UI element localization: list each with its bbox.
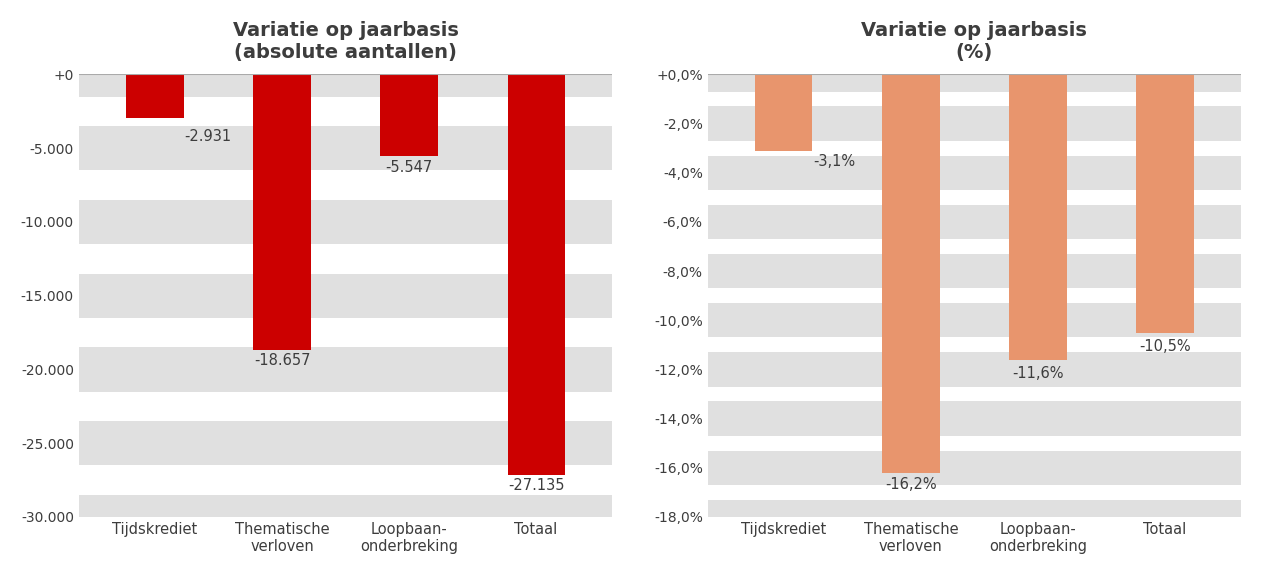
Bar	[708, 58, 1241, 91]
Bar	[882, 75, 939, 473]
Text: -11,6%: -11,6%	[1012, 366, 1064, 381]
Bar	[1010, 75, 1066, 359]
Bar	[126, 75, 183, 118]
Bar	[254, 75, 310, 350]
Title: Variatie op jaarbasis
(%): Variatie op jaarbasis (%)	[862, 21, 1088, 62]
Bar	[708, 205, 1241, 239]
Bar	[1136, 75, 1194, 332]
Text: -18.657: -18.657	[254, 353, 310, 368]
Bar	[708, 500, 1241, 534]
Bar	[708, 451, 1241, 485]
Bar	[708, 156, 1241, 190]
Text: -27.135: -27.135	[507, 478, 564, 493]
Text: -5.547: -5.547	[385, 160, 433, 175]
Bar	[507, 75, 564, 474]
Text: -3,1%: -3,1%	[813, 154, 856, 169]
Text: -10,5%: -10,5%	[1140, 339, 1191, 354]
Bar	[708, 303, 1241, 338]
Bar	[380, 75, 438, 156]
Text: -16,2%: -16,2%	[885, 477, 936, 492]
Title: Variatie op jaarbasis
(absolute aantallen): Variatie op jaarbasis (absolute aantalle…	[232, 21, 458, 62]
Bar	[708, 254, 1241, 288]
Bar	[78, 274, 612, 318]
Bar	[78, 421, 612, 465]
Bar	[78, 126, 612, 170]
Bar	[78, 200, 612, 244]
Bar	[78, 347, 612, 392]
Bar	[708, 401, 1241, 436]
Bar	[708, 352, 1241, 386]
Bar	[708, 106, 1241, 141]
Bar	[78, 494, 612, 539]
Text: -2.931: -2.931	[184, 129, 231, 144]
Bar	[756, 75, 813, 151]
Bar	[78, 52, 612, 97]
